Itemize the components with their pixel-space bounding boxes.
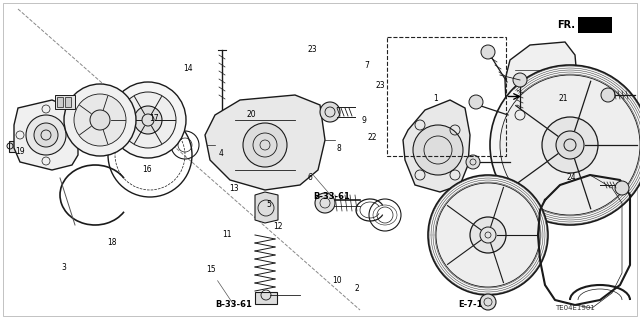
Circle shape	[480, 294, 496, 310]
Text: FR.: FR.	[557, 20, 575, 30]
Text: 20: 20	[246, 110, 256, 119]
Text: B-33-61: B-33-61	[215, 300, 252, 309]
Text: 17: 17	[148, 114, 159, 122]
Text: 7: 7	[364, 61, 369, 70]
Polygon shape	[255, 192, 278, 223]
Circle shape	[436, 183, 540, 287]
Text: 6: 6	[308, 173, 313, 182]
Text: 9: 9	[361, 116, 366, 125]
Circle shape	[428, 175, 548, 295]
Circle shape	[315, 193, 335, 213]
Circle shape	[120, 92, 176, 148]
Circle shape	[110, 82, 186, 158]
Circle shape	[556, 131, 584, 159]
Circle shape	[470, 217, 506, 253]
Circle shape	[210, 118, 234, 142]
Text: 8: 8	[337, 144, 342, 153]
Text: 12: 12	[274, 222, 283, 231]
Circle shape	[90, 110, 110, 130]
Text: 1: 1	[433, 94, 438, 103]
Bar	[578, 17, 612, 33]
Bar	[55, 95, 75, 109]
Circle shape	[413, 125, 463, 175]
Text: 13: 13	[229, 184, 239, 193]
Bar	[57, 97, 63, 107]
Text: 14: 14	[182, 64, 193, 73]
Bar	[387, 37, 506, 156]
Text: 23: 23	[376, 81, 386, 90]
Text: 10: 10	[332, 276, 342, 285]
Circle shape	[466, 155, 480, 169]
Text: 15: 15	[206, 265, 216, 274]
Circle shape	[542, 117, 598, 173]
Circle shape	[320, 102, 340, 122]
Text: B-33-61: B-33-61	[313, 192, 350, 201]
Circle shape	[34, 123, 58, 147]
Circle shape	[477, 181, 495, 199]
Circle shape	[615, 181, 629, 195]
Text: 24: 24	[566, 173, 576, 182]
Text: 2: 2	[355, 284, 360, 293]
Text: 22: 22	[368, 133, 377, 142]
Text: TE04E1901: TE04E1901	[555, 305, 595, 311]
Text: 5: 5	[266, 200, 271, 209]
Circle shape	[500, 75, 640, 215]
Bar	[9, 141, 17, 152]
Text: 19: 19	[15, 147, 26, 156]
Circle shape	[601, 88, 615, 102]
Circle shape	[524, 112, 560, 148]
Text: 16: 16	[142, 165, 152, 174]
Text: 4: 4	[218, 149, 223, 158]
Circle shape	[243, 123, 287, 167]
Polygon shape	[505, 42, 578, 220]
Polygon shape	[14, 100, 78, 170]
Circle shape	[513, 73, 527, 87]
Circle shape	[64, 84, 136, 156]
Bar	[65, 97, 71, 107]
Circle shape	[490, 65, 640, 225]
Text: 3: 3	[61, 263, 67, 272]
Circle shape	[469, 95, 483, 109]
Polygon shape	[205, 95, 325, 190]
Circle shape	[26, 115, 66, 155]
Text: 11: 11	[223, 230, 232, 239]
Polygon shape	[403, 100, 470, 192]
Circle shape	[481, 45, 495, 59]
Text: 21: 21	[559, 94, 568, 103]
Circle shape	[134, 106, 162, 134]
Text: E-7-1: E-7-1	[458, 300, 483, 309]
Text: 18: 18	[108, 238, 116, 247]
Text: 23: 23	[307, 45, 317, 54]
Bar	[255, 292, 277, 304]
Circle shape	[74, 94, 126, 146]
